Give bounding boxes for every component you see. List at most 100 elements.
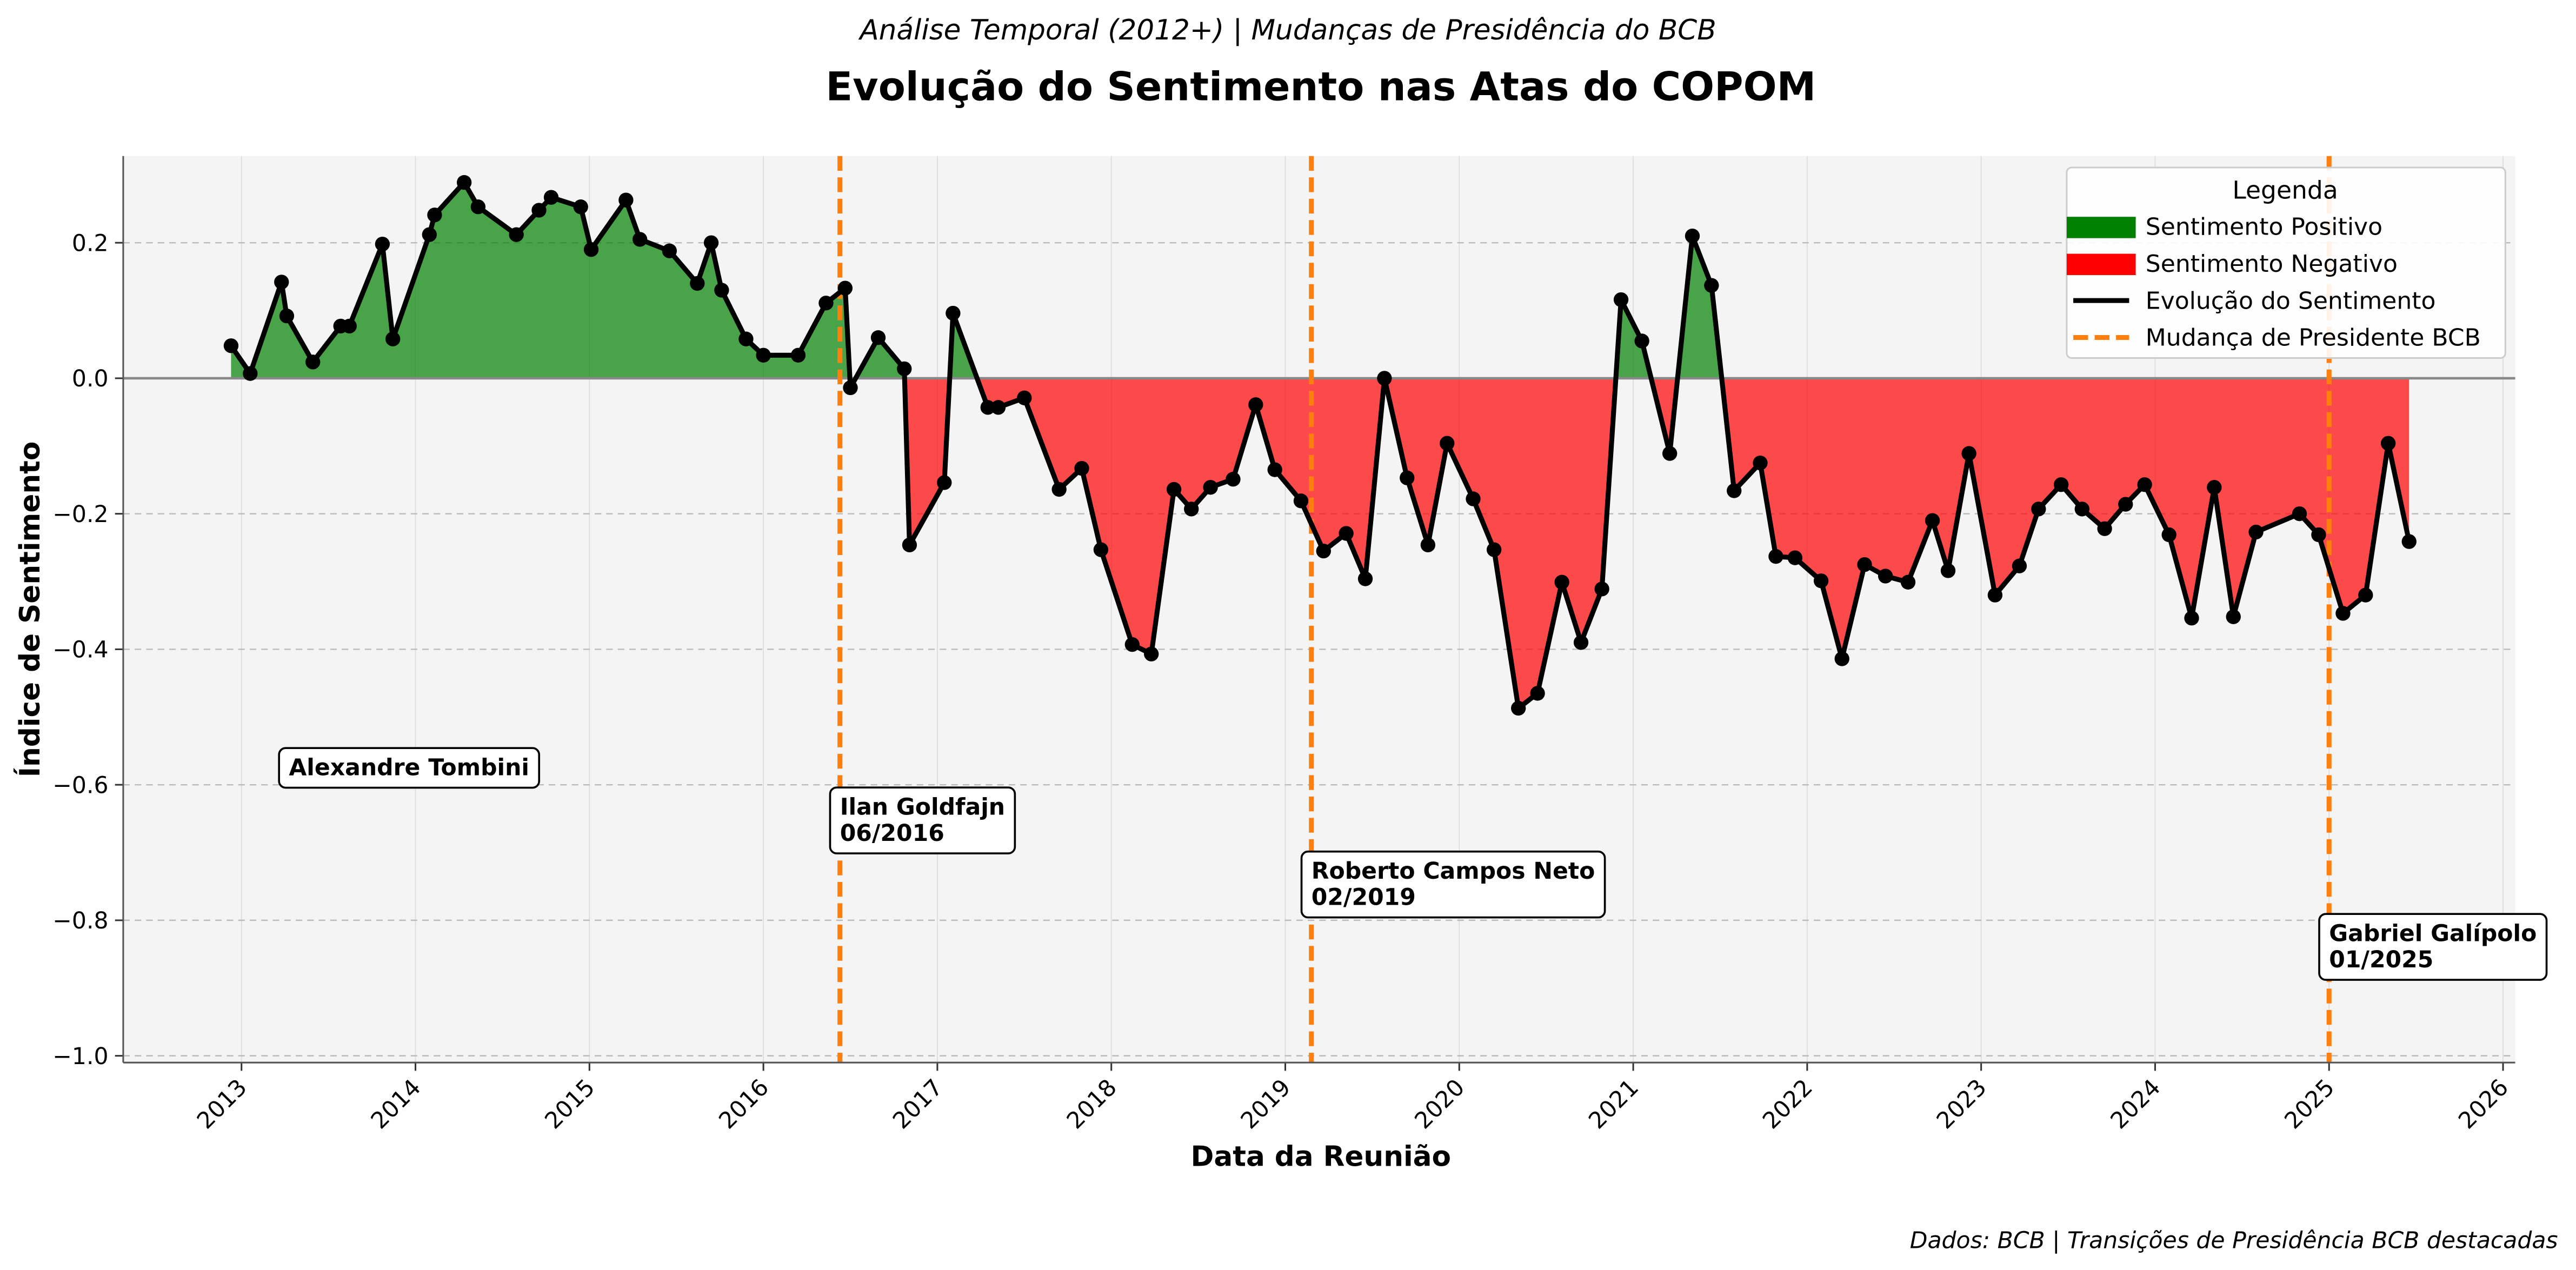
data-point [1051,482,1067,497]
data-point [1203,480,1218,495]
data-point [531,203,547,218]
data-point [703,235,719,250]
annotation-date: 06/2016 [840,820,944,847]
y-tick-label: 0.0 [72,366,109,392]
data-point [1166,482,1182,497]
data-point [2380,436,2396,451]
data-point [1511,700,1526,716]
president-annotation: Ilan Goldfajn 06/2016 [829,786,1016,854]
legend-title: Legenda [2232,176,2338,205]
y-tick-label: −0.2 [52,502,108,528]
data-point [662,243,677,258]
data-point [1753,455,1768,471]
data-point [1987,587,2003,603]
data-point [1727,483,1742,498]
data-point [2031,502,2046,517]
data-point [1093,542,1109,557]
data-point [1594,581,1609,597]
data-point [1787,550,1803,565]
data-point [2137,477,2152,492]
x-axis-label: Data da Reunião [1191,1141,1452,1173]
data-point [1017,390,1032,405]
data-point [818,296,834,311]
data-point [1768,549,1783,564]
data-point [980,400,995,415]
data-point [470,199,486,215]
y-tick-label: −0.4 [52,637,108,664]
annotation-box [2318,913,2548,981]
data-point [1940,563,1956,578]
annotation-name: Ilan Goldfajn [840,794,1005,820]
data-point [2118,497,2133,512]
annotation-text: Roberto Campos Neto 02/2019 [1312,858,1595,911]
data-point [375,237,390,252]
data-point [543,190,559,205]
data-point [1573,635,1589,650]
data-point [1124,637,1140,652]
data-point [837,280,853,296]
data-point [2335,606,2351,621]
data-point [1420,537,1436,553]
negative-area [850,378,2409,708]
data-point [573,199,588,215]
data-point [1400,470,1415,485]
data-point [990,400,1006,415]
data-point [2401,534,2417,549]
data-point [223,338,239,353]
data-point [843,380,858,396]
y-tick-label: −0.6 [52,772,108,799]
data-point [1704,278,1719,293]
data-point [243,366,258,381]
data-point [1226,472,1241,487]
chart-subtitle: Análise Temporal (2012+) | Mudanças de P… [858,14,1716,46]
data-point [2161,527,2176,543]
data-point [632,232,648,247]
data-point [1685,228,1700,244]
data-point [714,283,729,298]
data-point [422,227,437,242]
legend-label: Sentimento Positivo [2146,213,2382,241]
annotation-box [278,747,541,789]
data-point [2358,587,2373,603]
data-point [2207,480,2222,495]
data-point [456,175,472,190]
data-point [342,318,357,334]
data-point [1878,569,1893,584]
data-point [618,192,634,208]
data-point [1293,493,1309,509]
data-point [2311,527,2326,543]
data-point [1613,292,1629,308]
data-point [274,275,289,290]
data-point [2248,524,2264,540]
data-point [1634,333,1649,349]
annotation-date: 01/2025 [2329,947,2433,973]
data-point [1961,446,1976,461]
data-point [870,330,886,345]
footer: Dados: BCB | Transições de Presidência B… [1910,1228,2558,1254]
data-point [385,331,401,346]
president-annotation: Roberto Campos Neto 02/2019 [1300,850,1606,919]
data-point [1813,573,1829,589]
data-point [946,305,961,321]
annotation-date: 02/2019 [1312,884,1416,911]
annotation-text: Ilan Goldfajn 06/2016 [840,794,1005,847]
annotation-box [1300,850,1606,919]
y-tick-label: 0.2 [72,230,109,257]
data-point [690,276,705,291]
legend-label: Sentimento Negativo [2146,250,2398,278]
data-point [937,475,952,490]
data-point [1925,513,1940,528]
data-point [2292,506,2307,522]
data-point [738,331,754,346]
annotation-name: Gabriel Galípolo [2329,920,2537,947]
annotation-box [829,786,1016,854]
data-point [427,208,442,223]
data-point [2226,609,2241,624]
data-point [1440,436,1455,451]
data-point [756,347,771,363]
data-point [1377,371,1392,386]
chart-title: Evolução do Sentimento nas Atas do COPOM [826,64,1816,110]
annotation-text: Gabriel Galípolo 01/2025 [2329,920,2537,973]
data-point [1074,460,1089,476]
